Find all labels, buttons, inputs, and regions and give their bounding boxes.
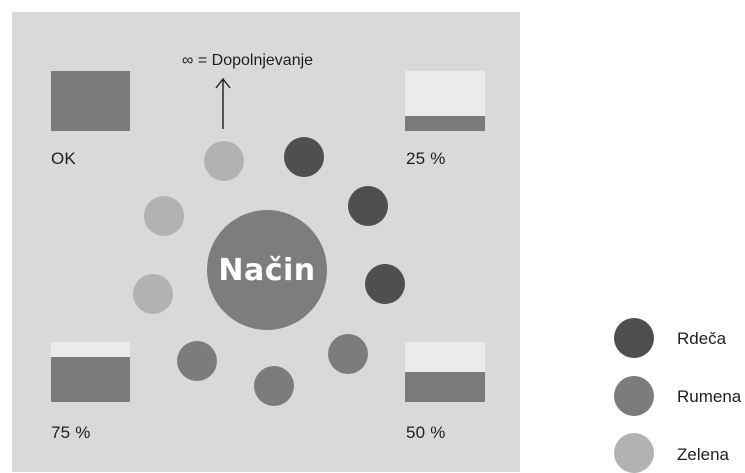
up-arrow-icon <box>215 77 231 129</box>
tank-75-label: 75 % <box>51 423 91 442</box>
ring-dot-upper-right-1 <box>284 137 324 177</box>
tank-fill-portion <box>51 357 130 402</box>
mode-center-circle: Način <box>207 210 327 330</box>
legend-green-label: Zelena <box>677 445 729 464</box>
ring-dot-lower-left <box>177 341 217 381</box>
ring-dot-upper-left <box>144 196 184 236</box>
mode-label: Način <box>218 252 316 288</box>
refill-note: ∞ = Dopolnjevanje <box>182 52 314 69</box>
legend-red-dot <box>614 318 654 358</box>
legend-yellow-label: Rumena <box>677 387 742 406</box>
ring-dot-right <box>365 264 405 304</box>
tank-75-indicator <box>51 342 130 402</box>
tank-empty-portion <box>51 342 130 357</box>
tank-ok-indicator <box>51 71 130 131</box>
tank-50-indicator <box>405 342 485 402</box>
legend-yellow-dot <box>614 376 654 416</box>
tank-ok-label: OK <box>51 149 76 168</box>
tank-fill-portion <box>405 372 485 402</box>
ring-dot-upper-right-2 <box>348 186 388 226</box>
tank-fill-portion <box>51 71 130 131</box>
tank-fill-portion <box>405 116 485 131</box>
tank-25-label: 25 % <box>406 149 446 168</box>
tank-empty-portion <box>405 342 485 372</box>
ring-dot-top <box>204 141 244 181</box>
tank-50-label: 50 % <box>406 423 446 442</box>
legend-red-label: Rdeča <box>677 329 727 348</box>
tank-25-indicator <box>405 71 485 131</box>
legend-green-dot <box>614 433 654 473</box>
ring-dot-lower-right <box>328 334 368 374</box>
tank-empty-portion <box>405 71 485 116</box>
ring-dot-left <box>133 274 173 314</box>
ring-dot-bottom <box>254 366 294 406</box>
